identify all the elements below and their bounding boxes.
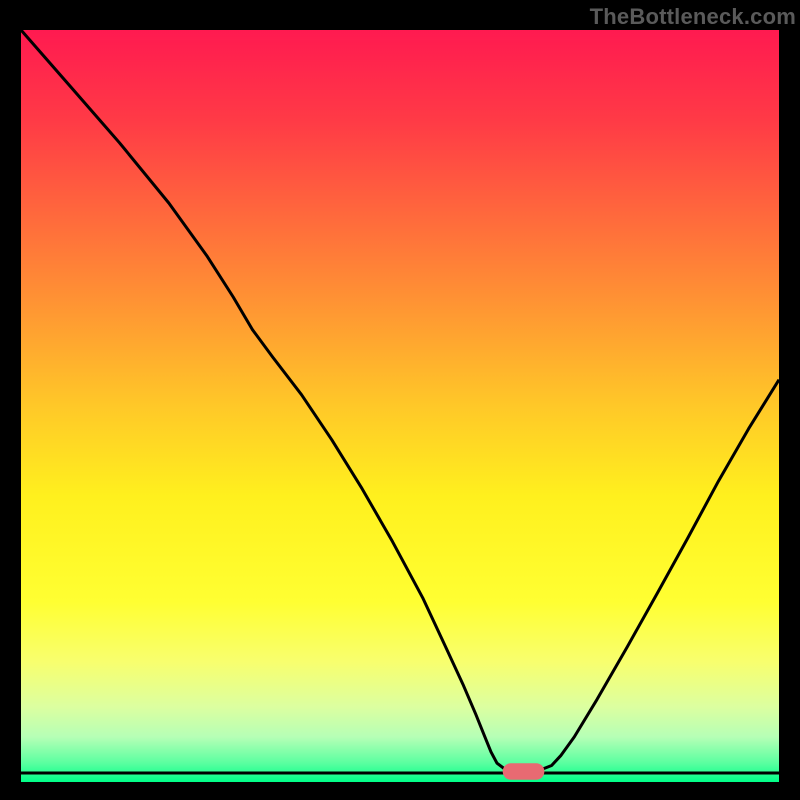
chart-svg bbox=[0, 0, 800, 800]
watermark-text: TheBottleneck.com bbox=[590, 4, 796, 30]
plot-gradient-bg bbox=[21, 30, 779, 782]
optimum-marker bbox=[503, 763, 545, 780]
chart-canvas: TheBottleneck.com bbox=[0, 0, 800, 800]
